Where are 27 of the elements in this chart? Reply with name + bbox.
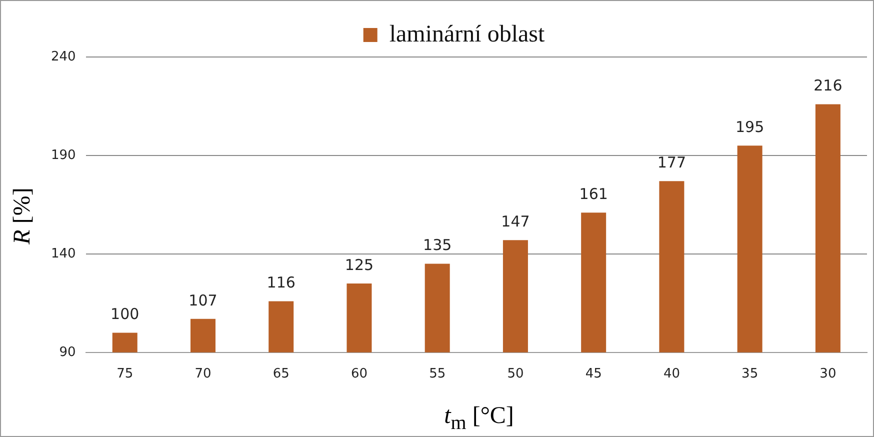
data-label: 107	[188, 291, 218, 310]
x-tick-label: 60	[350, 366, 368, 382]
data-label: 135	[423, 236, 452, 254]
data-label: 147	[501, 212, 530, 231]
x-tick-label: 35	[742, 366, 758, 382]
x-axis-title: t$_{m}$ [°C]	[444, 403, 514, 435]
data-label: 100	[110, 305, 140, 324]
x-tick-label: 75	[116, 366, 134, 382]
data-label: 177	[657, 153, 686, 172]
y-tick-label: 190	[50, 148, 76, 163]
data-label: 116	[266, 274, 296, 292]
x-tick-label: 65	[272, 366, 290, 382]
y-tick-label: 140	[50, 246, 76, 262]
x-tick-label: 30	[820, 366, 836, 382]
y-axis-title: R [%]	[10, 188, 36, 244]
data-label: 125	[344, 256, 374, 274]
data-label: 216	[814, 76, 842, 95]
x-tick-label: 50	[507, 366, 524, 382]
y-tick-label: 90	[59, 344, 76, 360]
x-tick-label: 40	[663, 366, 680, 382]
x-tick-label: 55	[429, 366, 446, 382]
data-label: 161	[579, 184, 608, 203]
x-tick-label: 70	[194, 366, 212, 382]
y-tick-label: 240	[50, 49, 76, 64]
legend-label: laminární oblast	[389, 21, 545, 48]
x-tick-label: 45	[585, 366, 602, 382]
data-label: 195	[736, 118, 764, 136]
